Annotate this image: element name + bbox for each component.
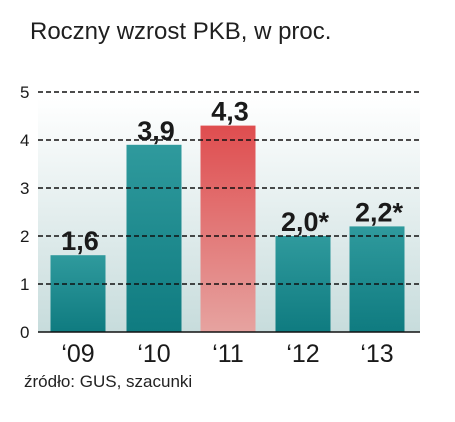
y-tick-label: 1 xyxy=(20,275,29,294)
data-label: 4,3 xyxy=(211,97,249,127)
data-label: 2,0* xyxy=(281,207,330,237)
data-label: 1,6 xyxy=(61,226,99,256)
x-tick-label: ‘11 xyxy=(212,340,244,368)
bar-4 xyxy=(349,226,405,332)
source-note: źródło: GUS, szacunki xyxy=(24,372,193,391)
y-tick-label: 4 xyxy=(20,131,29,150)
x-tick-label: ‘09 xyxy=(61,340,94,368)
data-label: 3,9 xyxy=(137,116,175,146)
x-tick-label: ‘12 xyxy=(286,340,319,368)
y-tick-label: 5 xyxy=(20,83,29,102)
bar-1 xyxy=(126,144,182,332)
bar-2 xyxy=(200,125,256,332)
bar-0 xyxy=(50,255,106,332)
data-label: 2,2* xyxy=(355,197,404,227)
y-tick-label: 3 xyxy=(20,179,29,198)
x-tick-label: ‘13 xyxy=(360,340,393,368)
y-tick-label: 2 xyxy=(20,227,29,246)
y-tick-label: 0 xyxy=(20,323,29,342)
chart-title: Roczny wzrost PKB, w proc. xyxy=(30,18,332,45)
x-tick-label: ‘10 xyxy=(137,340,170,368)
